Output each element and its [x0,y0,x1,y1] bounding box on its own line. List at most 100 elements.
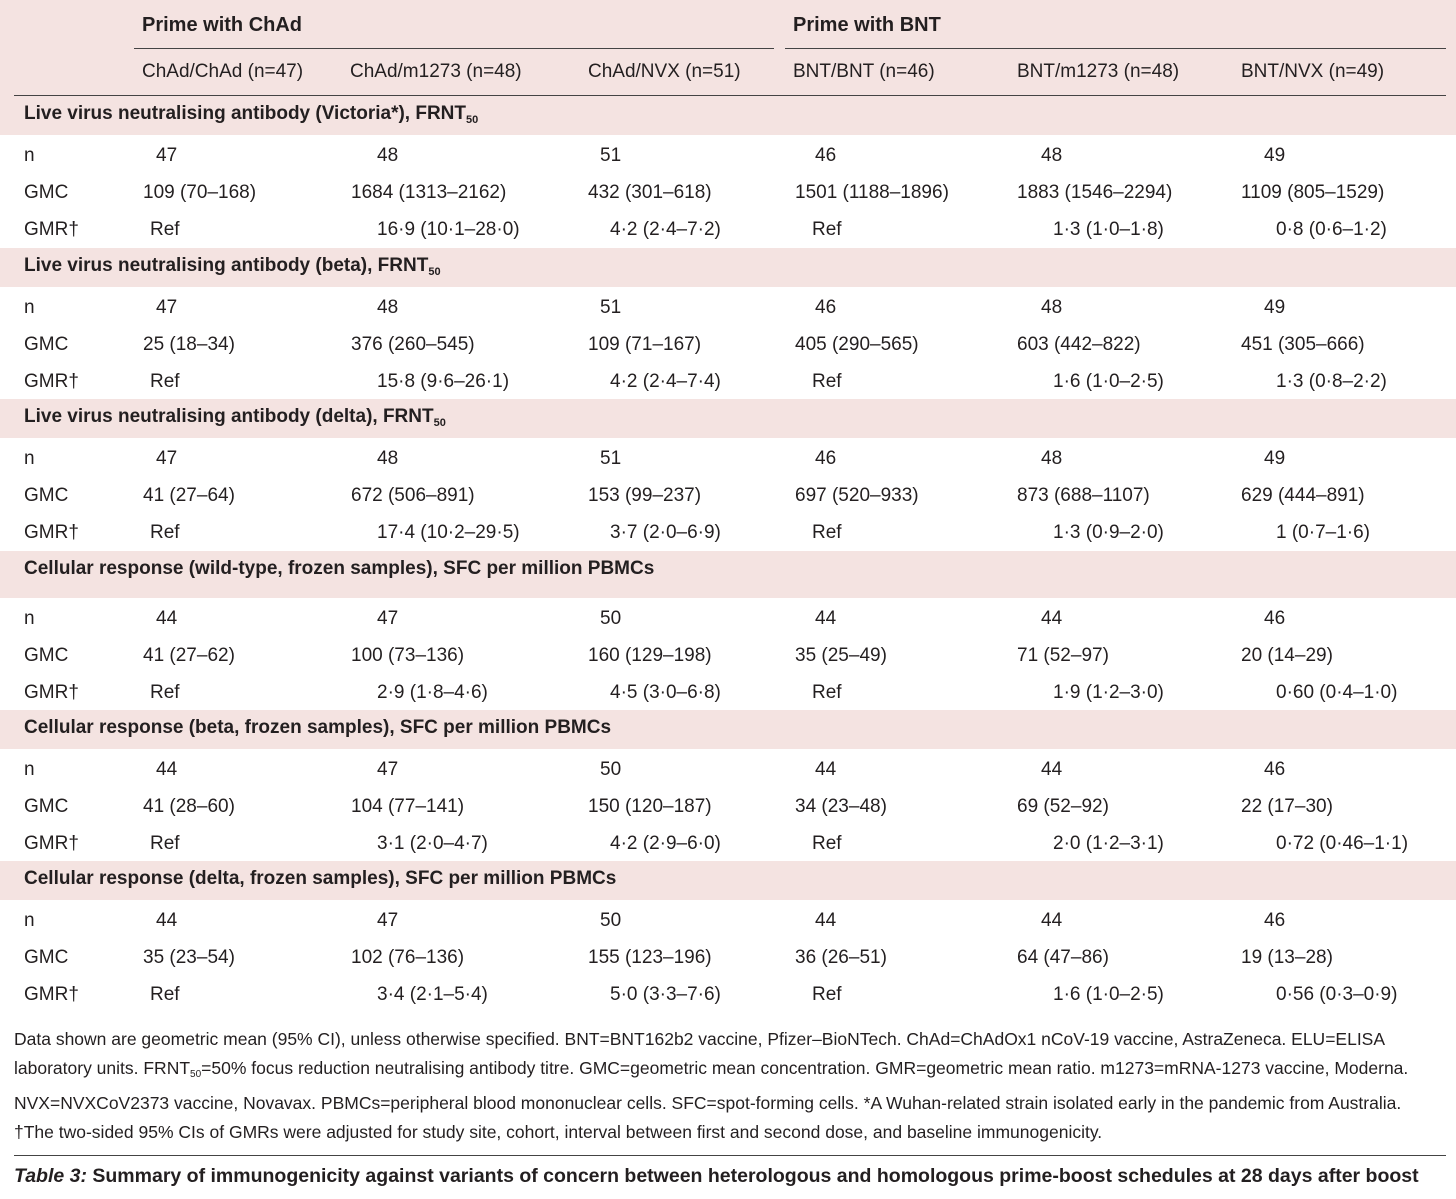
table-cell-gmc: 150 (120–187) [588,796,712,817]
table-cell-gmc: 69 (52–92) [1017,796,1109,817]
table-cell-gmr: 15·8 (9·6–26·1) [377,371,510,392]
table-cell-n: 46 [1264,759,1286,780]
table-cell-gmr: 1·6 (1·0–2·5) [1053,984,1164,1005]
table-cell-gmr: Ref [150,371,180,392]
section-title: Cellular response (wild-type, frozen sam… [24,558,655,579]
table-cell-gmc: 36 (26–51) [795,947,887,968]
table-cell-gmc: 35 (25–49) [795,645,887,666]
row-label-gmc: GMC [24,182,69,203]
table-cell-gmc: 1684 (1313–2162) [351,182,507,203]
caption-rule [14,1155,1446,1156]
table-cell-gmc: 153 (99–237) [588,485,702,506]
table-cell-gmc: 1109 (805–1529) [1241,182,1385,203]
table-cell-n: 46 [815,448,837,469]
table-footnote: Data shown are geometric mean (95% CI), … [14,1025,1444,1147]
section-title: Live virus neutralising antibody (beta),… [24,255,441,278]
table-cell-gmc: 629 (444–891) [1241,485,1365,506]
row-label-gmr: GMR† [24,682,79,703]
table-cell-n: 44 [1041,608,1063,629]
table-cell-gmr: 1 (0·7–1·6) [1276,522,1370,543]
table-cell-gmr: Ref [150,522,180,543]
table-cell-n: 48 [1041,145,1063,166]
table-cell-gmr: Ref [150,219,180,240]
table-cell-gmr: 0·56 (0·3–0·9) [1276,984,1398,1005]
section-body: n 44 47 50 44 44 46 GMC 35 (23–54) 102 (76–136) 15… [0,900,1456,1013]
table-cell-gmr: 3·4 (2·1–5·4) [377,984,488,1005]
section-title-row: Live virus neutralising antibody (beta),… [0,248,1456,287]
table-cell-gmc: 603 (442–822) [1017,334,1141,355]
table-cell-n: 44 [1041,759,1063,780]
table-cell-n: 46 [815,297,837,318]
table-cell-gmc: 64 (47–86) [1017,947,1109,968]
table-cell-gmc: 1883 (1546–2294) [1017,182,1173,203]
table-cell-gmr: 3·1 (2·0–4·7) [377,833,488,854]
table-cell-n: 46 [815,145,837,166]
table-cell-n: 47 [377,910,399,931]
row-label-n: n [24,910,35,931]
column-header: ChAd/NVX (n=51) [588,61,741,82]
table-cell-gmc: 432 (301–618) [588,182,712,203]
table-cell-gmc: 34 (23–48) [795,796,887,817]
table-cell-n: 48 [1041,448,1063,469]
table-cell-gmc: 41 (27–64) [143,485,235,506]
section-title-row: Cellular response (delta, frozen samples… [0,861,1456,900]
table-cell-gmc: 672 (506–891) [351,485,475,506]
table-cell-n: 44 [1041,910,1063,931]
column-header: ChAd/m1273 (n=48) [350,61,522,82]
table-cell-n: 44 [815,759,837,780]
table-cell-gmc: 109 (70–168) [143,182,257,203]
footnote-text-2: =50% focus reduction neutralising antibo… [14,1058,1409,1142]
table-cell-gmr: 2·9 (1·8–4·6) [377,682,488,703]
column-header: BNT/m1273 (n=48) [1017,61,1180,82]
table-caption: Table 3: Summary of immunogenicity again… [14,1165,1419,1188]
table-cell-gmr: 0·60 (0·4–1·0) [1276,682,1398,703]
table-cell-n: 51 [600,448,622,469]
table-cell-gmr: Ref [812,219,842,240]
section-body: n 44 47 50 44 44 46 GMC 41 (27–62) 100 (73–136) 16… [0,598,1456,710]
table-cell-gmr: Ref [812,522,842,543]
caption-text: Summary of immunogenicity against varian… [86,1165,1419,1187]
table-cell-gmc: 376 (260–545) [351,334,475,355]
table-cell-gmr: 1·9 (1·2–3·0) [1053,682,1164,703]
table-cell-gmr: 1·6 (1·0–2·5) [1053,371,1164,392]
table-cell-gmc: 873 (688–1107) [1017,485,1150,506]
table-cell-n: 48 [377,297,399,318]
table-cell-gmr: 2·0 (1·2–3·1) [1053,833,1164,854]
footnote-text-1: Data shown are geometric mean (95% CI), … [14,1029,1385,1078]
section-title: Live virus neutralising antibody (delta)… [24,406,446,429]
row-label-gmc: GMC [24,645,69,666]
row-label-n: n [24,759,35,780]
table-cell-gmr: 4·5 (3·0–6·8) [610,682,721,703]
table-cell-n: 50 [600,608,622,629]
table-cell-n: 51 [600,297,622,318]
section-body: n 47 48 51 46 48 49 GMC 109 (70–168) 1684 (1313–2… [0,135,1456,248]
table-cell-gmc: 155 (123–196) [588,947,712,968]
section-title-subscript: 50 [433,417,446,429]
row-label-gmr: GMR† [24,833,79,854]
row-label-gmc: GMC [24,334,69,355]
table-cell-gmc: 71 (52–97) [1017,645,1109,666]
table-cell-gmr: 1·3 (0·9–2·0) [1053,522,1164,543]
table-cell-gmc: 41 (28–60) [143,796,235,817]
section-title-subscript: 50 [428,266,441,278]
table-cell-gmc: 25 (18–34) [143,334,235,355]
section-title: Cellular response (delta, frozen samples… [24,868,617,889]
table-cell-gmc: 451 (305–666) [1241,334,1365,355]
table-cell-n: 48 [377,448,399,469]
table-cell-n: 47 [156,297,178,318]
table-cell-n: 46 [1264,910,1286,931]
section-body: n 47 48 51 46 48 49 GMC 25 (18–34) 376 (260–545) 1… [0,287,1456,399]
table-cell-gmr: 4·2 (2·9–6·0) [610,833,721,854]
table-cell-gmc: 35 (23–54) [143,947,235,968]
table-cell-gmr: 3·7 (2·0–6·9) [610,522,721,543]
row-label-n: n [24,608,35,629]
table-cell-gmc: 100 (73–136) [351,645,465,666]
table-cell-gmc: 109 (71–167) [588,334,702,355]
table-cell-gmr: 0·8 (0·6–1·2) [1276,219,1387,240]
row-label-gmr: GMR† [24,219,79,240]
column-header: BNT/NVX (n=49) [1241,61,1385,82]
table-cell-n: 51 [600,145,622,166]
footnote-subscript: 50 [190,1069,202,1080]
row-label-gmc: GMC [24,796,69,817]
row-label-gmr: GMR† [24,371,79,392]
